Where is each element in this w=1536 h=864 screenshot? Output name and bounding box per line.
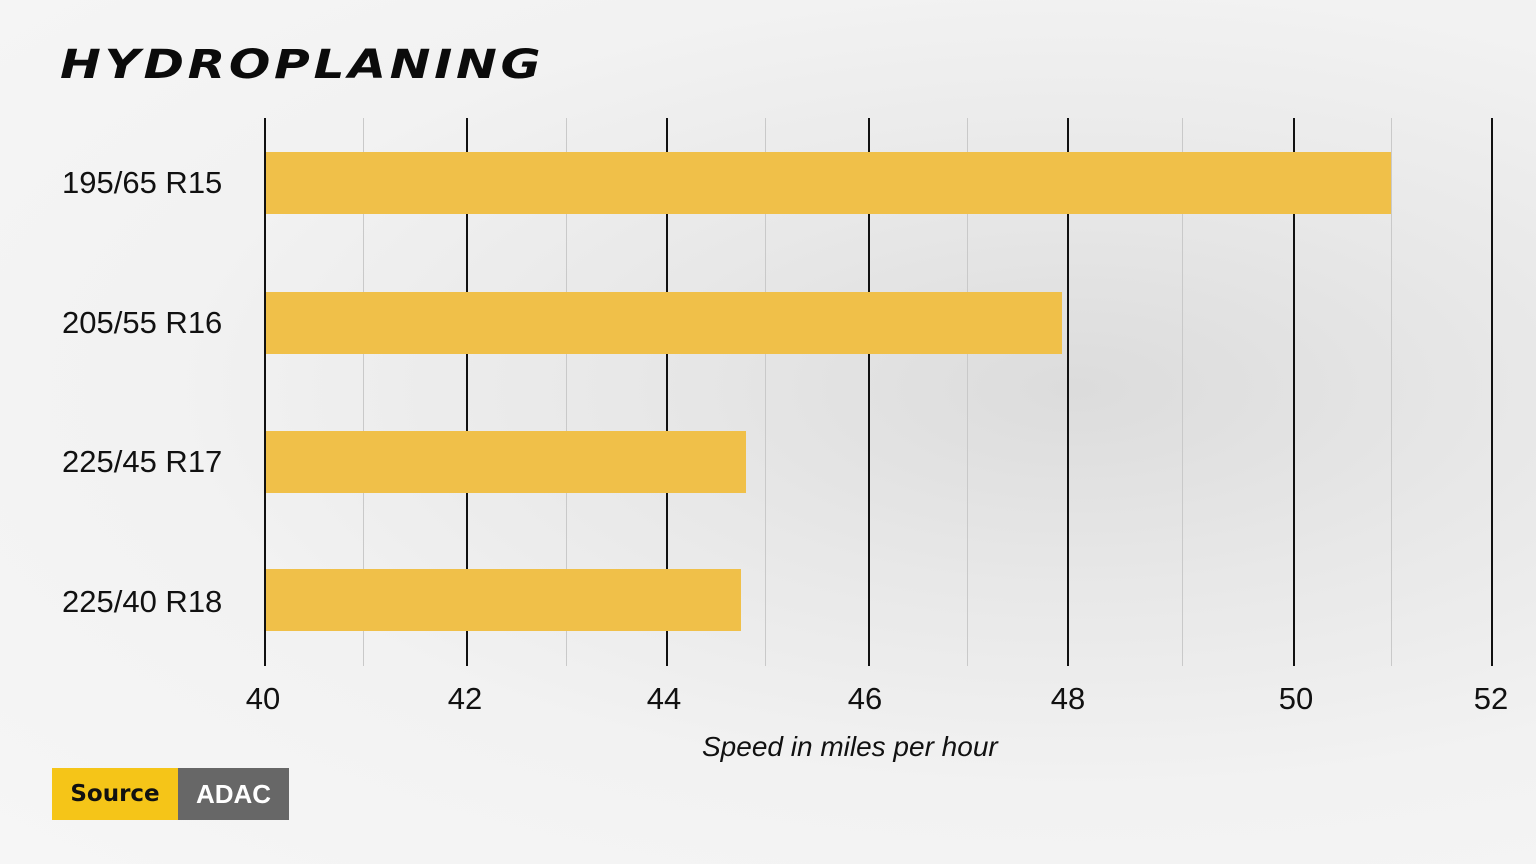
minor-gridline <box>1182 118 1183 666</box>
bar-225-45-r17 <box>266 431 746 493</box>
minor-gridline <box>765 118 766 666</box>
minor-gridline <box>566 118 567 666</box>
chart-title: HYDROPLANING <box>60 42 545 88</box>
x-tick-label: 44 <box>646 681 682 716</box>
bar-205-55-r16 <box>266 292 1062 354</box>
minor-gridline <box>363 118 364 666</box>
major-gridline <box>466 118 468 666</box>
x-tick-label: 42 <box>447 681 483 716</box>
x-axis-label: Speed in miles per hour <box>702 731 998 762</box>
major-gridline <box>868 118 870 666</box>
category-label: 205/55 R16 <box>62 305 223 340</box>
bar-195-65-r15 <box>266 152 1391 214</box>
x-tick-label: 40 <box>245 681 281 716</box>
major-gridline <box>666 118 668 666</box>
category-label: 225/40 R18 <box>62 584 223 619</box>
source-value: ADAC <box>178 768 289 820</box>
major-gridline <box>1491 118 1493 666</box>
major-gridline <box>1293 118 1295 666</box>
major-gridline <box>1067 118 1069 666</box>
bar-225-40-r18 <box>266 569 741 631</box>
x-tick-label: 46 <box>847 681 883 716</box>
source-badge: Source ADAC <box>52 768 289 820</box>
x-tick-label: 48 <box>1050 681 1086 716</box>
major-gridline <box>264 118 266 666</box>
minor-gridline <box>967 118 968 666</box>
x-tick-label: 52 <box>1473 681 1509 716</box>
minor-gridline <box>1391 118 1392 666</box>
x-tick-label: 50 <box>1278 681 1314 716</box>
category-label: 225/45 R17 <box>62 444 223 479</box>
category-label: 195/65 R15 <box>62 165 223 200</box>
source-label: Source <box>52 768 178 820</box>
